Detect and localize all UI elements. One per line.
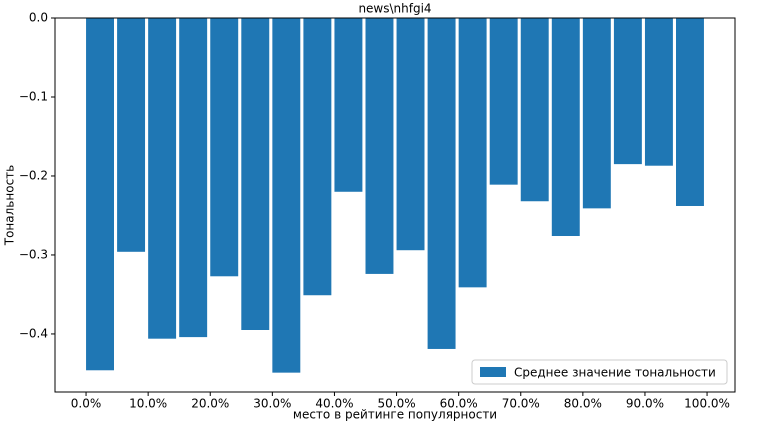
x-tick-label: 60.0% [440, 397, 478, 411]
x-tick-label: 50.0% [377, 397, 415, 411]
bar [396, 18, 425, 251]
x-tick-label: 40.0% [315, 397, 353, 411]
legend-box [471, 359, 728, 385]
bar [489, 18, 518, 185]
x-tick-label: 80.0% [564, 397, 602, 411]
y-axis-label: Тональность [3, 165, 17, 246]
bar [458, 18, 487, 288]
bar [86, 18, 114, 371]
x-tick-label: 10.0% [129, 397, 167, 411]
x-tick-label: 90.0% [626, 397, 664, 411]
bar [582, 18, 611, 209]
bar [427, 18, 456, 349]
bar [272, 18, 301, 373]
y-tick-label: −0.1 [19, 89, 48, 103]
bar [365, 18, 394, 274]
legend: Среднее значение тональности [471, 359, 728, 385]
y-tick-label: 0.0 [29, 11, 48, 25]
bar [210, 18, 239, 277]
bar [334, 18, 363, 192]
chart-title: news\nhfgi4 [358, 2, 431, 16]
legend-label: Среднее значение тональности [514, 366, 716, 380]
legend-swatch [480, 367, 506, 377]
x-tick-label: 20.0% [191, 397, 229, 411]
x-tick-label: 70.0% [502, 397, 540, 411]
x-tick-label: 30.0% [253, 397, 291, 411]
x-tick-label: 100.0% [684, 397, 730, 411]
bar [179, 18, 208, 338]
x-axis-label: место в рейтинге популярности [293, 408, 497, 422]
x-tick-label: 0.0% [71, 397, 102, 411]
bar [613, 18, 642, 165]
bar [551, 18, 580, 237]
plot-frame [54, 17, 736, 393]
bar [644, 18, 673, 166]
bar [676, 18, 704, 206]
y-tick-label: −0.4 [19, 326, 48, 340]
bar [303, 18, 332, 296]
bar [117, 18, 146, 252]
y-tick-label: −0.3 [19, 247, 48, 261]
bar [148, 18, 177, 339]
bar [520, 18, 549, 202]
bar [241, 18, 270, 330]
y-tick-label: −0.2 [19, 168, 48, 182]
